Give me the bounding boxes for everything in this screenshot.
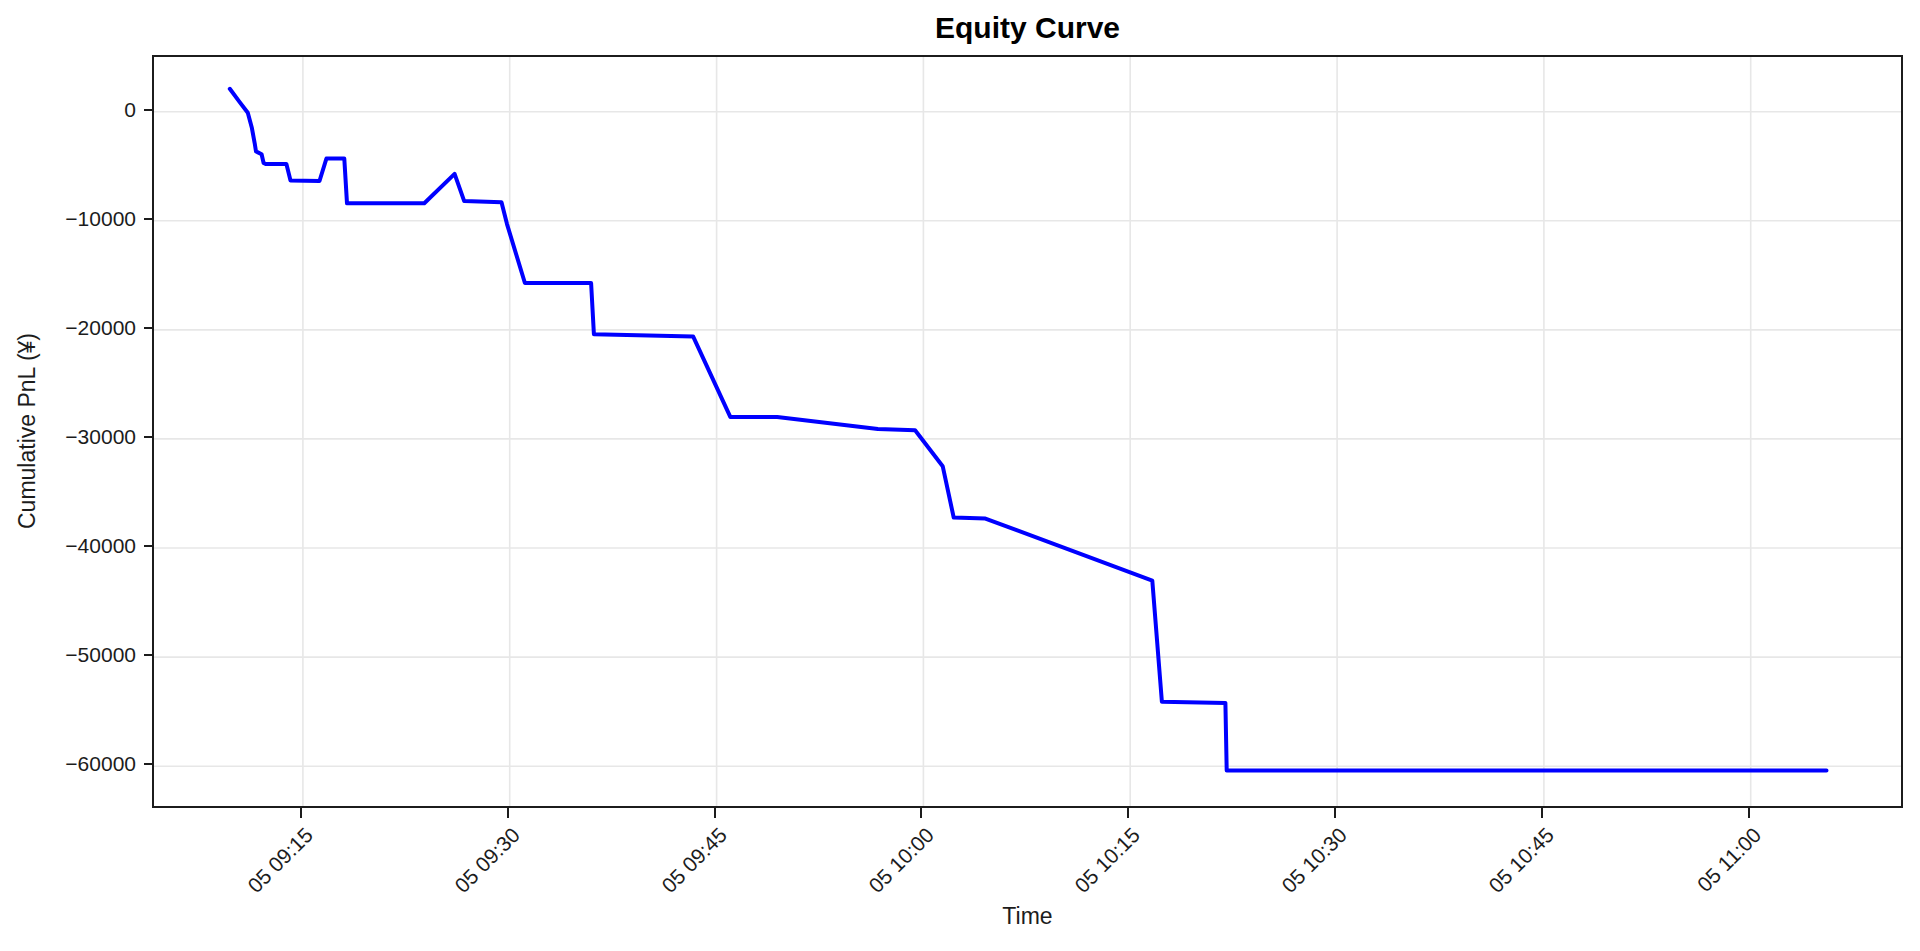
y-tick-mark — [144, 436, 152, 438]
chart-title: Equity Curve — [152, 11, 1903, 45]
plot-area — [152, 55, 1903, 808]
x-tick-mark — [1334, 808, 1336, 818]
x-tick-mark — [920, 808, 922, 818]
y-tick-mark — [144, 109, 152, 111]
y-tick-mark — [144, 218, 152, 220]
x-tick-mark — [507, 808, 509, 818]
x-tick-mark — [1127, 808, 1129, 818]
y-tick-label: −30000 — [0, 425, 136, 449]
plot-canvas — [154, 57, 1901, 806]
x-tick-label: 05 09:15 — [243, 823, 318, 898]
x-tick-mark — [300, 808, 302, 818]
y-tick-mark — [144, 545, 152, 547]
y-tick-mark — [144, 327, 152, 329]
x-tick-mark — [1541, 808, 1543, 818]
y-tick-mark — [144, 763, 152, 765]
x-tick-label: 05 11:00 — [1692, 823, 1766, 897]
y-tick-label: −20000 — [0, 316, 136, 340]
y-tick-label: −60000 — [0, 752, 136, 776]
x-tick-label: 05 09:30 — [450, 823, 525, 898]
equity-line — [230, 89, 1827, 771]
y-tick-mark — [144, 654, 152, 656]
y-tick-label: −40000 — [0, 534, 136, 558]
x-tick-mark — [1748, 808, 1750, 818]
figure: Equity Curve Cumulative PnL (¥) Time 0−1… — [0, 0, 1920, 951]
y-tick-label: −50000 — [0, 643, 136, 667]
x-tick-label: 05 10:30 — [1277, 823, 1352, 898]
x-tick-label: 05 10:00 — [864, 823, 939, 898]
x-tick-label: 05 10:45 — [1484, 823, 1559, 898]
x-axis-label: Time — [152, 903, 1903, 930]
y-tick-label: 0 — [0, 98, 136, 122]
x-tick-label: 05 09:45 — [657, 823, 732, 898]
y-tick-label: −10000 — [0, 207, 136, 231]
x-tick-mark — [714, 808, 716, 818]
x-tick-label: 05 10:15 — [1070, 823, 1145, 898]
